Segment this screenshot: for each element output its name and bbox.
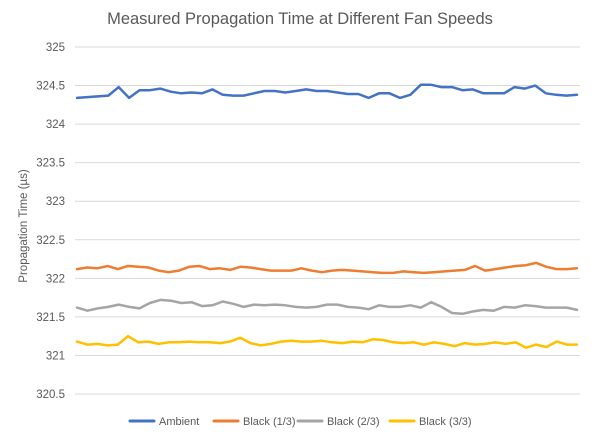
y-tick-label: 323.5: [36, 158, 65, 170]
series-line-2: [75, 261, 579, 275]
y-tick-label: 320.5: [36, 389, 65, 401]
legend-label: Black (2/3): [327, 416, 380, 428]
y-tick-label: 321.5: [36, 312, 65, 324]
y-tick-label: 322.5: [36, 235, 65, 247]
y-tick-label: 321: [46, 350, 65, 362]
legend-label: Black (3/3): [419, 416, 472, 428]
chart-title: Measured Propagation Time at Different F…: [107, 10, 493, 28]
legend-label: Ambient: [159, 416, 199, 428]
y-axis-tick-labels: 320.5 321 321.5 322 322.5 323 323.5 324 324.5 325: [36, 42, 65, 401]
legend-label: Black (1/3): [243, 416, 296, 428]
gridlines: [75, 46, 580, 395]
y-axis-label: Propagation Time (µs): [18, 169, 30, 283]
legend: Ambient Black (1/3) Black (2/3) Black (3/3): [128, 416, 472, 428]
y-tick-label: 323: [46, 196, 65, 208]
series-line-3: [75, 298, 579, 316]
series-line-4: [75, 334, 579, 349]
y-tick-label: 325: [46, 42, 65, 54]
y-tick-label: 324: [46, 119, 66, 131]
y-tick-label: 322: [46, 273, 65, 285]
y-tick-label: 324.5: [36, 81, 65, 93]
series-lines: [75, 83, 579, 349]
series-line-1: [75, 83, 579, 100]
